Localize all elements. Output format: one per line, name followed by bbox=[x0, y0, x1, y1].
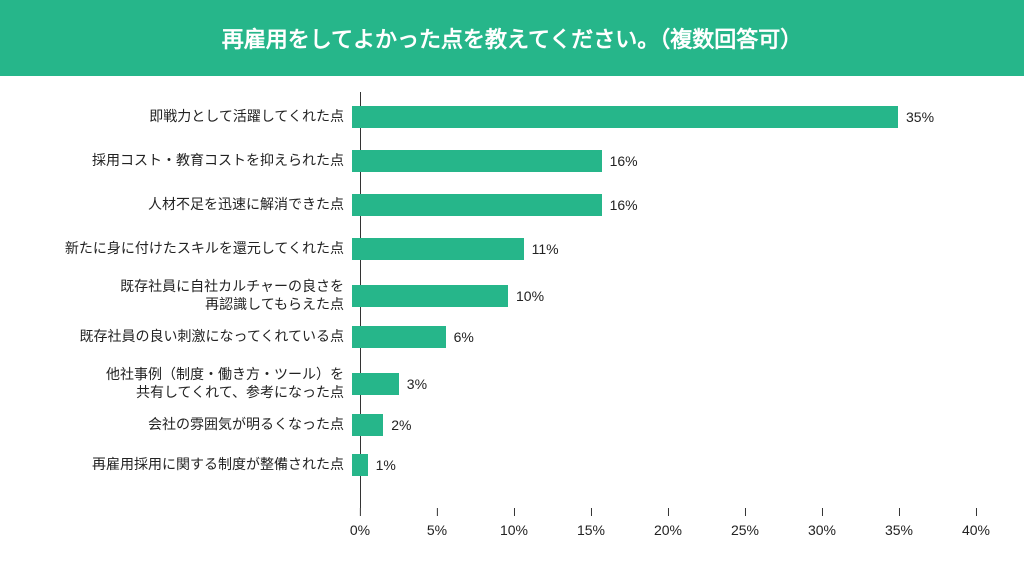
chart-title-band: 再雇用をしてよかった点を教えてください。（複数回答可） bbox=[0, 0, 1024, 76]
x-tick-label: 35% bbox=[885, 522, 913, 538]
x-tick: 0% bbox=[350, 508, 370, 538]
category-label: 人材不足を迅速に解消できた点 bbox=[28, 196, 352, 214]
value-label: 2% bbox=[383, 417, 411, 433]
category-label: 他社事例（制度・働き方・ツール）を共有してくれて、参考になった点 bbox=[28, 366, 352, 401]
bar bbox=[352, 454, 368, 476]
table-row: 人材不足を迅速に解消できた点 16% bbox=[28, 194, 976, 216]
x-tick-label: 25% bbox=[731, 522, 759, 538]
value-label: 16% bbox=[602, 153, 638, 169]
bar bbox=[352, 150, 602, 172]
x-axis: 0%5%10%15%20%25%30%35%40% bbox=[360, 508, 976, 556]
plot-area: 即戦力として活躍してくれた点35%採用コスト・教育コストを抑えられた点16%人材… bbox=[360, 92, 976, 508]
x-tick: 20% bbox=[654, 508, 682, 538]
bar bbox=[352, 106, 898, 128]
category-label: 新たに身に付けたスキルを還元してくれた点 bbox=[28, 240, 352, 258]
x-tick: 10% bbox=[500, 508, 528, 538]
bar bbox=[352, 326, 446, 348]
x-tick: 15% bbox=[577, 508, 605, 538]
table-row: 既存社員に自社カルチャーの良さを再認識してもらえた点 10% bbox=[28, 278, 976, 313]
category-label: 会社の雰囲気が明るくなった点 bbox=[28, 416, 352, 434]
x-tick: 40% bbox=[962, 508, 990, 538]
category-label: 再雇用採用に関する制度が整備された点 bbox=[28, 456, 352, 474]
category-label: 採用コスト・教育コストを抑えられた点 bbox=[28, 152, 352, 170]
x-tick: 35% bbox=[885, 508, 913, 538]
category-label: 既存社員に自社カルチャーの良さを再認識してもらえた点 bbox=[28, 278, 352, 313]
x-tick-label: 20% bbox=[654, 522, 682, 538]
x-tick-label: 5% bbox=[427, 522, 447, 538]
chart-title: 再雇用をしてよかった点を教えてください。（複数回答可） bbox=[222, 27, 803, 52]
bar bbox=[352, 414, 383, 436]
table-row: 既存社員の良い刺激になってくれている点 6% bbox=[28, 326, 976, 348]
chart-area: 即戦力として活躍してくれた点35%採用コスト・教育コストを抑えられた点16%人材… bbox=[0, 76, 1024, 576]
bar bbox=[352, 373, 399, 395]
bar bbox=[352, 194, 602, 216]
value-label: 11% bbox=[524, 241, 559, 257]
value-label: 3% bbox=[399, 376, 427, 392]
category-label: 既存社員の良い刺激になってくれている点 bbox=[28, 328, 352, 346]
table-row: 再雇用採用に関する制度が整備された点 1% bbox=[28, 454, 976, 476]
table-row: 新たに身に付けたスキルを還元してくれた点 11% bbox=[28, 238, 976, 260]
x-tick-label: 10% bbox=[500, 522, 528, 538]
x-tick: 5% bbox=[427, 508, 447, 538]
value-label: 1% bbox=[368, 457, 396, 473]
x-tick: 25% bbox=[731, 508, 759, 538]
table-row: 他社事例（制度・働き方・ツール）を共有してくれて、参考になった点 3% bbox=[28, 366, 976, 401]
x-tick-label: 40% bbox=[962, 522, 990, 538]
table-row: 会社の雰囲気が明るくなった点 2% bbox=[28, 414, 976, 436]
x-tick-label: 0% bbox=[350, 522, 370, 538]
x-tick-label: 30% bbox=[808, 522, 836, 538]
value-label: 35% bbox=[898, 109, 934, 125]
category-label: 即戦力として活躍してくれた点 bbox=[28, 108, 352, 126]
value-label: 10% bbox=[508, 288, 544, 304]
table-row: 採用コスト・教育コストを抑えられた点 16% bbox=[28, 150, 976, 172]
x-tick: 30% bbox=[808, 508, 836, 538]
x-tick-label: 15% bbox=[577, 522, 605, 538]
value-label: 6% bbox=[446, 329, 474, 345]
bar bbox=[352, 238, 524, 260]
bar bbox=[352, 285, 508, 307]
value-label: 16% bbox=[602, 197, 638, 213]
table-row: 即戦力として活躍してくれた点 35% bbox=[28, 106, 976, 128]
